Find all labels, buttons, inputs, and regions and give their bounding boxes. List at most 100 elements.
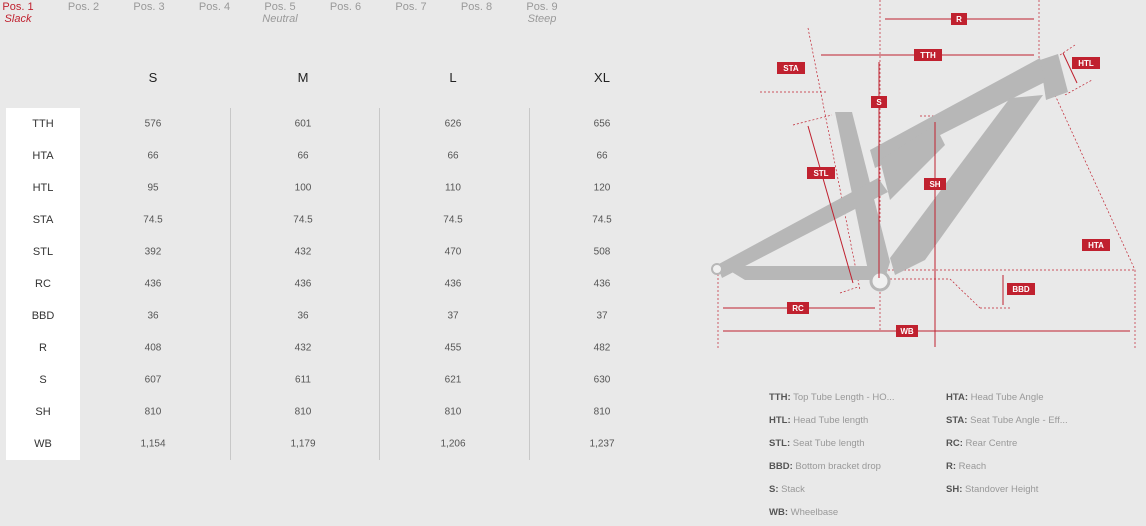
- table-cell: 656: [593, 118, 611, 130]
- table-cell: 810: [444, 406, 462, 418]
- position-label: Pos. 6: [329, 1, 362, 13]
- legend-abbr: STA:: [946, 415, 968, 426]
- row-label: R: [39, 342, 47, 354]
- legend-text: Standover Height: [965, 484, 1039, 495]
- position-tab-6[interactable]: Pos. 6: [316, 1, 376, 13]
- row-label: STL: [32, 246, 54, 258]
- table-cell: 36: [297, 310, 309, 322]
- table-cell: 432: [294, 342, 312, 354]
- position-tab-8[interactable]: Pos. 8: [447, 1, 507, 13]
- column-divider: [230, 108, 231, 460]
- position-tab-5[interactable]: Pos. 5 Neutral: [250, 1, 310, 25]
- legend-text: Head Tube Angle: [970, 392, 1044, 403]
- table-cell: 436: [593, 278, 611, 290]
- row-label: BBD: [31, 310, 55, 322]
- dim-tag-text: BBD: [1012, 285, 1030, 294]
- legend-text: Head Tube length: [793, 415, 869, 426]
- dim-tag-s: S: [871, 96, 887, 108]
- table-cell: 630: [593, 374, 611, 386]
- legend-abbr: RC:: [946, 438, 963, 449]
- table-cell: 810: [144, 406, 162, 418]
- row-label: TTH: [32, 118, 54, 130]
- legend-abbr: STL:: [769, 438, 791, 449]
- legend-abbr: S:: [769, 484, 779, 495]
- table-cell: 1,237: [589, 438, 615, 450]
- size-header-l: L: [449, 70, 457, 85]
- dim-tag-bbd: BBD: [1007, 283, 1035, 295]
- legend-abbr: HTA:: [946, 392, 968, 403]
- legend-item: BBD: Bottom bracket drop: [769, 461, 881, 472]
- table-cell: 120: [593, 182, 611, 194]
- legend-abbr: WB:: [769, 507, 788, 518]
- legend-text: Seat Tube length: [792, 438, 865, 449]
- position-tab-2[interactable]: Pos. 2: [54, 1, 114, 13]
- column-divider: [529, 108, 530, 460]
- position-label: Pos. 8: [460, 1, 493, 13]
- legend-text: Top Tube Length - HO...: [793, 392, 895, 403]
- dim-tag-text: STL: [813, 169, 828, 178]
- legend-item: TTH: Top Tube Length - HO...: [769, 392, 895, 403]
- dim-tag-htl: HTL: [1072, 57, 1100, 69]
- position-tab-1[interactable]: Pos. 1 Slack: [0, 1, 48, 25]
- table-cell: 95: [147, 182, 159, 194]
- size-header-xl: XL: [594, 70, 610, 85]
- position-subtitle: Slack: [4, 13, 32, 25]
- table-cell: 621: [444, 374, 462, 386]
- dim-tag-text: STA: [783, 64, 799, 73]
- table-cell: 432: [294, 246, 312, 258]
- dim-tag-hta: HTA: [1082, 239, 1110, 251]
- position-tab-4[interactable]: Pos. 4: [185, 1, 245, 13]
- dim-tag-text: TTH: [920, 51, 936, 60]
- table-cell: 576: [144, 118, 162, 130]
- position-label: Pos. 3: [133, 1, 165, 13]
- legend-item: WB: Wheelbase: [769, 507, 838, 518]
- dim-tag-text: SH: [929, 180, 940, 189]
- dim-tag-text: RC: [792, 304, 804, 313]
- legend-item: HTL: Head Tube length: [769, 415, 868, 426]
- table-cell: 74.5: [143, 214, 163, 226]
- dim-tag-text: HTL: [1078, 59, 1094, 68]
- row-label: WB: [34, 438, 52, 450]
- table-cell: 66: [447, 150, 459, 162]
- table-cell: 607: [144, 374, 162, 386]
- table-cell: 100: [294, 182, 312, 194]
- table-cell: 810: [294, 406, 312, 418]
- legend-text: Rear Centre: [965, 438, 1018, 449]
- dim-tag-wb: WB: [896, 325, 918, 337]
- legend-text: Bottom bracket drop: [795, 461, 881, 472]
- legend-text: Stack: [781, 484, 805, 495]
- position-tab-9[interactable]: Pos. 9 Steep: [512, 1, 572, 25]
- size-header-m: M: [297, 70, 309, 85]
- size-header-s: S: [148, 70, 158, 85]
- position-label: Pos. 7: [395, 1, 427, 13]
- bike-frame: [711, 54, 1068, 292]
- legend-item: S: Stack: [769, 484, 805, 495]
- position-label: Pos. 4: [198, 1, 231, 13]
- table-cell: 66: [297, 150, 309, 162]
- table-cell: 436: [144, 278, 162, 290]
- table-cell: 66: [596, 150, 608, 162]
- row-label: STA: [32, 214, 54, 226]
- dim-tag-text: R: [956, 15, 962, 24]
- position-tab-3[interactable]: Pos. 3: [119, 1, 179, 13]
- table-cell: 392: [144, 246, 162, 258]
- table-cell: 601: [294, 118, 312, 130]
- legend-abbr: HTL:: [769, 415, 791, 426]
- legend-item: R: Reach: [946, 461, 986, 472]
- table-cell: 74.5: [293, 214, 313, 226]
- dim-tag-sh: SH: [924, 178, 946, 190]
- dim-tag-stl: STL: [807, 167, 835, 179]
- table-cell: 1,206: [440, 438, 466, 450]
- position-label: Pos. 5: [264, 1, 296, 13]
- table-cell: 626: [444, 118, 462, 130]
- row-label: HTL: [32, 182, 54, 194]
- position-label: Pos. 9: [526, 1, 558, 13]
- column-divider: [379, 108, 380, 460]
- table-cell: 508: [593, 246, 611, 258]
- legend-text: Seat Tube Angle - Eff...: [970, 415, 1068, 426]
- table-cell: 470: [444, 246, 462, 258]
- dim-tag-text: HTA: [1088, 241, 1104, 250]
- position-tab-7[interactable]: Pos. 7: [381, 1, 441, 13]
- table-cell: 436: [294, 278, 312, 290]
